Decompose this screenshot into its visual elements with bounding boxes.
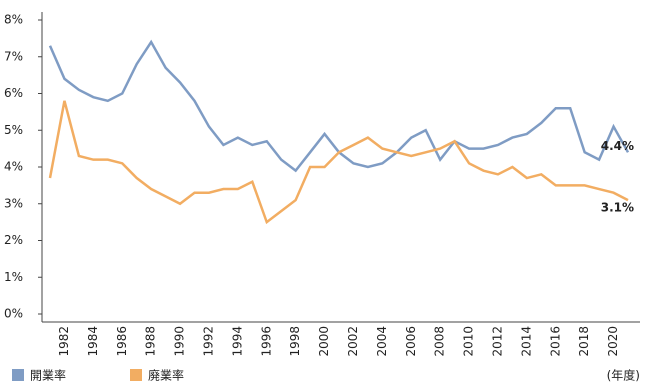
data-label: 4.4% (601, 139, 634, 153)
x-tick-label: 2002 (346, 326, 360, 357)
y-tick-label: 5% (4, 123, 23, 137)
x-tick-label: 2016 (548, 326, 562, 357)
x-tick-label: 1986 (115, 326, 129, 357)
y-tick-label: 1% (4, 270, 23, 284)
x-tick-label: 2000 (317, 326, 331, 357)
x-tick-label: 1988 (144, 326, 158, 357)
y-tick-label: 7% (4, 49, 23, 63)
line (48, 100, 629, 225)
x-tick-label: 2014 (519, 326, 533, 357)
y-tick-label: 0% (4, 307, 23, 321)
x-tick-label: 1984 (86, 326, 100, 357)
data-label: 3.1% (601, 201, 634, 215)
x-tick-label: 2020 (606, 326, 620, 357)
x-tick-label: 2010 (462, 326, 476, 357)
x-tick-label: 2006 (404, 326, 418, 357)
x-tick-label: 2004 (375, 326, 389, 357)
x-tick-label: 2008 (433, 326, 447, 357)
x-tick-label: 1998 (288, 326, 302, 357)
x-tick-label: 2018 (577, 326, 591, 357)
legend-swatch (12, 369, 24, 381)
y-tick-label: 4% (4, 160, 23, 174)
y-tick-label: 8% (4, 13, 23, 27)
y-tick-label: 6% (4, 86, 23, 100)
y-tick-label: 3% (4, 196, 23, 210)
x-tick-label: 2012 (490, 326, 504, 357)
x-tick-label: 1982 (57, 326, 71, 357)
legend-label: 廃業率 (148, 368, 184, 383)
x-axis-label: (年度) (607, 368, 640, 383)
legend-label: 開業率 (30, 368, 66, 383)
x-tick-label: 1994 (230, 326, 244, 357)
y-tick-label: 2% (4, 233, 23, 247)
x-tick-label: 1992 (201, 326, 215, 357)
x-tick-label: 1990 (173, 326, 187, 357)
x-tick-label: 1996 (259, 326, 273, 357)
legend-swatch (130, 369, 142, 381)
